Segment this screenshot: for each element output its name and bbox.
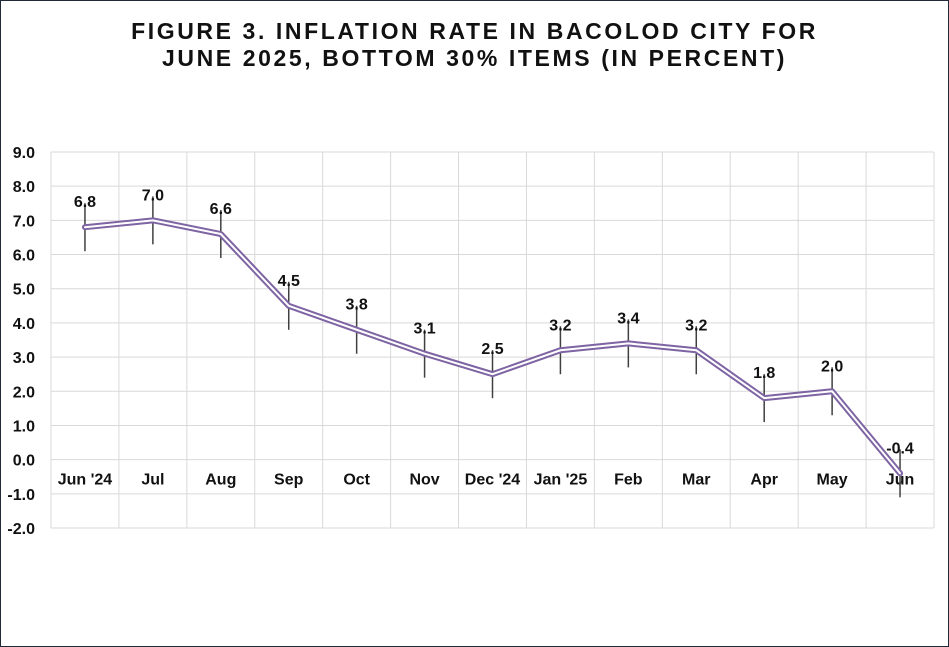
x-tick-label: Apr	[750, 471, 778, 488]
y-tick-label: 6.0	[13, 248, 35, 265]
x-tick-label: Jun '24	[58, 471, 113, 488]
data-label: 1.8	[753, 365, 775, 382]
data-label: 3.2	[685, 317, 707, 334]
y-tick-label: 5.0	[13, 282, 35, 299]
x-tick-label: Jan '25	[534, 471, 588, 488]
y-tick-label: 7.0	[13, 213, 35, 230]
chart-title-line-2: JUNE 2025, BOTTOM 30% ITEMS (IN PERCENT)	[161, 45, 787, 71]
y-tick-label: 3.0	[13, 350, 35, 367]
data-label: 3.1	[413, 321, 435, 338]
data-label: 3.4	[617, 310, 639, 327]
data-label: 3.2	[549, 317, 571, 334]
data-label: 6.6	[210, 201, 232, 218]
x-tick-label: Oct	[343, 471, 370, 488]
data-label: 2.5	[481, 341, 503, 358]
x-tick-label: Mar	[682, 471, 710, 488]
x-tick-label: May	[817, 471, 848, 488]
y-tick-label: 9.0	[13, 145, 35, 162]
y-tick-label: 4.0	[13, 316, 35, 333]
y-tick-label: 2.0	[13, 384, 35, 401]
y-tick-label: -2.0	[7, 521, 35, 538]
y-tick-label: 1.0	[13, 418, 35, 435]
data-label: 6.8	[74, 194, 96, 211]
series-line-core	[83, 219, 902, 475]
chart-title-line-1: FIGURE 3. INFLATION RATE IN BACOLOD CITY…	[131, 18, 818, 44]
x-tick-label: Feb	[614, 471, 643, 488]
y-tick-label: 8.0	[13, 179, 35, 196]
y-tick-label: -1.0	[7, 487, 35, 504]
chart-title: FIGURE 3. INFLATION RATE IN BACOLOD CITY…	[1, 18, 948, 72]
data-label: -0.4	[886, 440, 914, 457]
x-tick-label: Nov	[409, 471, 439, 488]
x-tick-label: Jul	[141, 471, 164, 488]
x-tick-label: Dec '24	[465, 471, 521, 488]
data-label: 4.5	[278, 273, 300, 290]
x-tick-label: Aug	[205, 471, 236, 488]
data-label: 7.0	[142, 187, 164, 204]
y-tick-label: 0.0	[13, 453, 35, 470]
x-tick-label: Sep	[274, 471, 304, 488]
data-label: 2.0	[821, 358, 843, 375]
data-label: 3.8	[346, 297, 368, 314]
